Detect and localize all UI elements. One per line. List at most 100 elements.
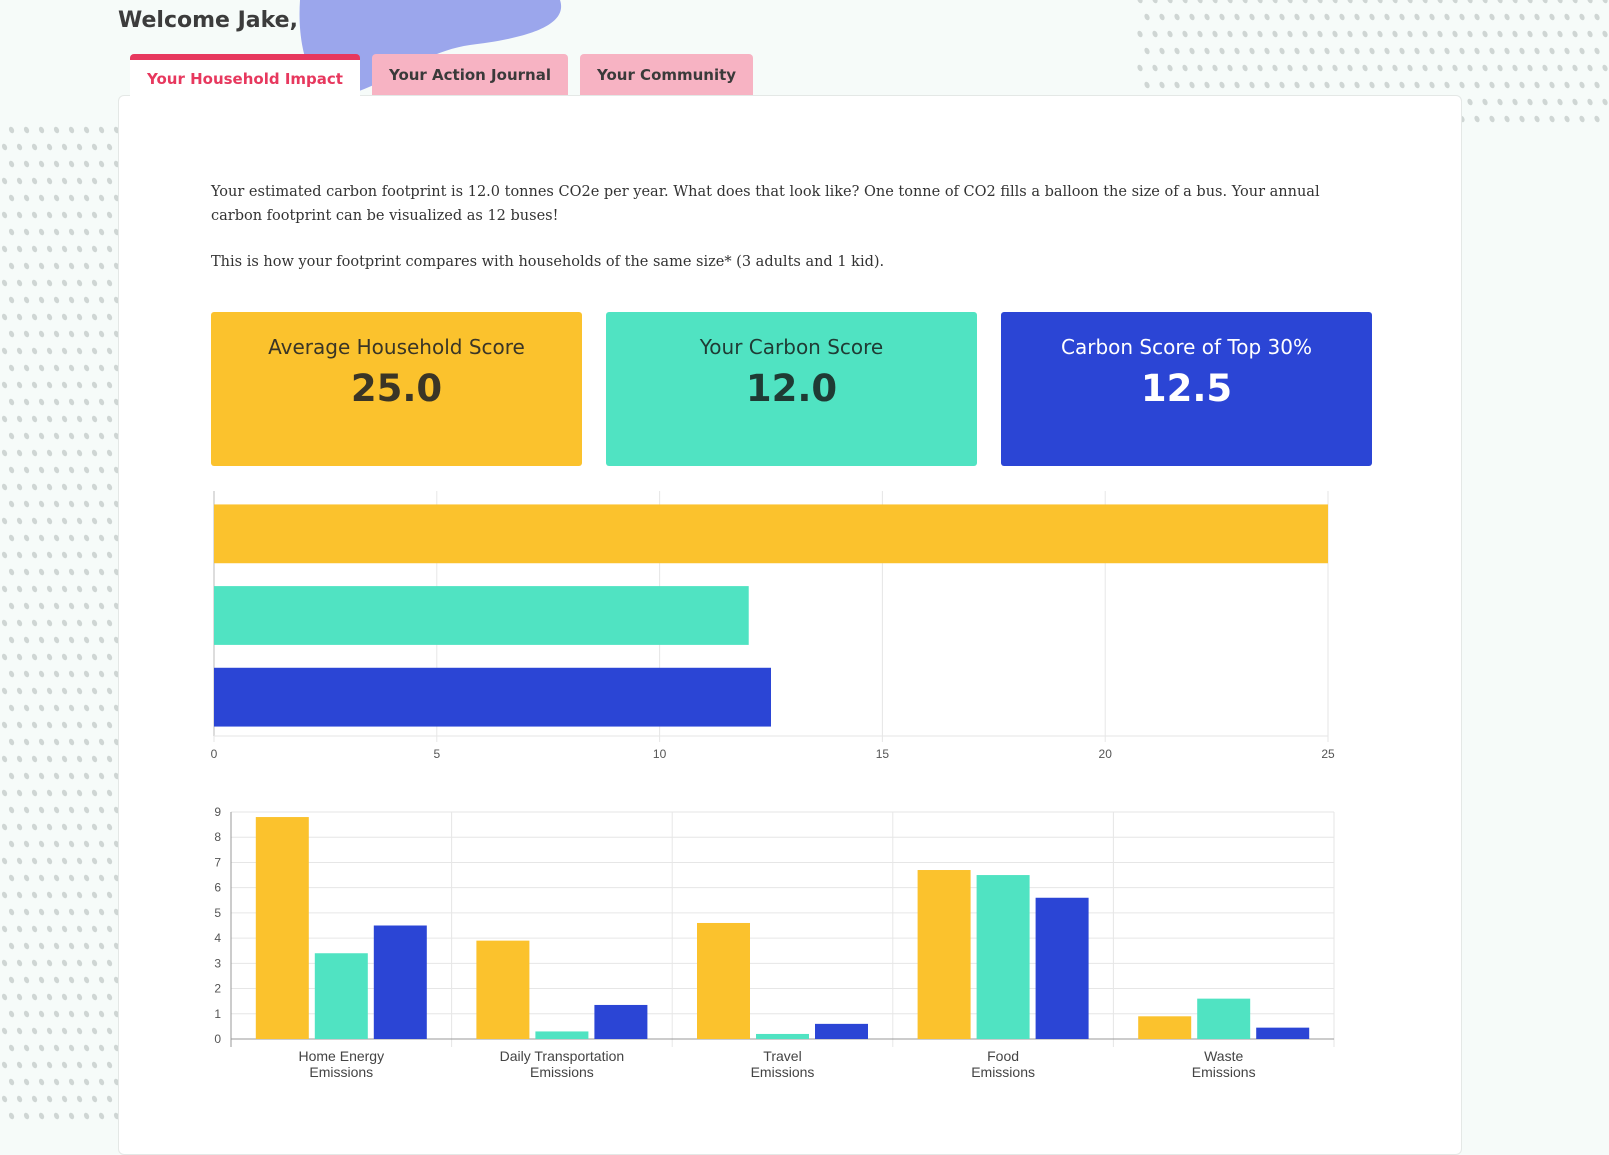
background-dot [1, 823, 8, 831]
background-dot [91, 1095, 98, 1103]
background-dot [61, 483, 68, 491]
category-label: Emissions [530, 1064, 594, 1080]
background-dot [31, 1027, 38, 1035]
background-dot [91, 619, 98, 627]
background-dot [1242, 30, 1248, 38]
background-dot [83, 398, 90, 406]
background-dot [1249, 47, 1255, 55]
background-dot [76, 959, 83, 967]
background-dot [16, 483, 23, 491]
background-dot [53, 262, 60, 270]
footprint-description: Your estimated carbon footprint is 12.0 … [211, 184, 1320, 224]
tab-action-journal[interactable]: Your Action Journal [371, 54, 568, 95]
background-dot [83, 1010, 90, 1018]
background-dot [1467, 0, 1473, 4]
background-dot [38, 398, 45, 406]
background-dot [68, 1112, 75, 1120]
background-dot [31, 211, 38, 219]
background-dot [38, 126, 45, 134]
background-dot [53, 942, 60, 950]
background-dot [1249, 81, 1255, 89]
background-dot [98, 330, 105, 338]
background-dot [68, 126, 75, 134]
background-dot [1197, 30, 1203, 38]
background-dot [38, 806, 45, 814]
bar [1035, 897, 1089, 1039]
tab-community[interactable]: Your Community [579, 54, 754, 95]
background-dot [46, 381, 53, 389]
background-dot [98, 228, 105, 236]
background-dot [23, 670, 30, 678]
background-dot [106, 721, 113, 729]
background-dot [1429, 47, 1435, 55]
background-dot [1234, 81, 1240, 89]
background-dot [1264, 13, 1270, 21]
background-dot [91, 959, 98, 967]
background-dot [91, 245, 98, 253]
background-dot [38, 942, 45, 950]
background-dot [23, 568, 30, 576]
background-dot [8, 806, 15, 814]
background-dot [38, 228, 45, 236]
background-dot [8, 908, 15, 916]
background-dot [106, 789, 113, 797]
background-dot [16, 755, 23, 763]
background-dot [38, 364, 45, 372]
background-dot [1429, 81, 1435, 89]
background-dot [61, 1095, 68, 1103]
background-dot [1264, 47, 1270, 55]
bar-2 [214, 586, 749, 645]
background-dot [83, 466, 90, 474]
background-dot [91, 279, 98, 287]
background-dot [1, 177, 8, 185]
background-dot [8, 1078, 15, 1086]
background-dot [106, 483, 113, 491]
background-dot [83, 126, 90, 134]
background-dot [1347, 30, 1353, 38]
background-dot [68, 432, 75, 440]
y-tick-label: 0 [214, 1032, 221, 1046]
background-dot [61, 415, 68, 423]
background-dot [38, 636, 45, 644]
background-dot [38, 670, 45, 678]
background-dot [1257, 30, 1263, 38]
category-label: Waste [1204, 1048, 1243, 1064]
background-dot [16, 993, 23, 1001]
background-dot [1227, 64, 1233, 72]
background-dot [1482, 0, 1488, 4]
background-dot [1474, 115, 1480, 123]
background-dot [8, 500, 15, 508]
background-dot [91, 483, 98, 491]
background-dot [31, 177, 38, 185]
x-tick-label: 5 [433, 747, 440, 761]
background-dot [61, 619, 68, 627]
background-dot [31, 1095, 38, 1103]
background-dot [53, 364, 60, 372]
your-carbon-score-card: Your Carbon Score 12.0 [606, 312, 977, 466]
x-tick-label: 20 [1099, 747, 1113, 761]
comparison-note: This is how your footprint compares with… [211, 254, 885, 270]
background-dot [61, 279, 68, 287]
background-dot [38, 908, 45, 916]
background-dot [76, 245, 83, 253]
tab-household-impact[interactable]: Your Household Impact [130, 54, 360, 97]
background-dot [1324, 47, 1330, 55]
background-dot [38, 160, 45, 168]
background-dot [1474, 81, 1480, 89]
background-dot [1212, 0, 1218, 4]
background-dot [83, 364, 90, 372]
background-dot [46, 619, 53, 627]
background-dot [68, 466, 75, 474]
background-dot [16, 653, 23, 661]
background-dot [1294, 81, 1300, 89]
background-dot [1467, 64, 1473, 72]
x-tick-label: 15 [876, 747, 890, 761]
background-dot [1587, 64, 1593, 72]
background-dot [31, 959, 38, 967]
background-dot [16, 687, 23, 695]
background-dot [38, 840, 45, 848]
background-dot [1272, 30, 1278, 38]
background-dot [23, 1112, 30, 1120]
background-dot [1242, 0, 1248, 4]
background-dot [83, 602, 90, 610]
